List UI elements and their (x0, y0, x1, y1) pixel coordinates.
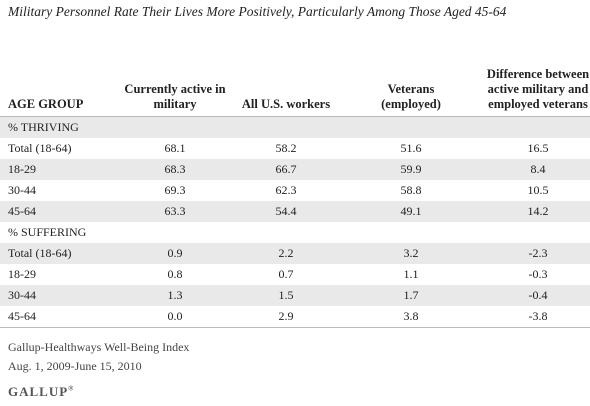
cell-value: 63.3 (164, 204, 186, 218)
row-label: Total (18-64) (8, 246, 72, 260)
source: Gallup-Healthways Well-Being Index (8, 340, 190, 354)
cell-value: 2.2 (278, 246, 294, 260)
data-row: 18-29 68.3 66.7 59.9 8.4 (0, 159, 590, 180)
row-label: 45-64 (8, 309, 36, 323)
logo: GALLUP® (8, 384, 75, 399)
data-row: 45-64 63.3 54.4 49.1 14.2 (0, 201, 590, 222)
column-header: Veterans (employed) (381, 82, 441, 111)
cell-value: -2.3 (528, 246, 548, 260)
cell-value: 58.8 (400, 183, 422, 197)
cell-value: 1.5 (278, 288, 294, 302)
cell-value: 54.4 (275, 204, 297, 218)
row-label: 18-29 (8, 267, 36, 281)
title: Military Personnel Rate Their Lives More… (8, 4, 507, 19)
data-row: 30-44 69.3 62.3 58.8 10.5 (0, 180, 590, 201)
cell-value: 14.2 (527, 204, 549, 218)
cell-value: 3.8 (403, 309, 419, 323)
cell-value: 69.3 (164, 183, 186, 197)
data-row: 45-64 0.0 2.9 3.8 -3.8 (0, 306, 590, 327)
cell-value: 10.5 (527, 183, 549, 197)
rule (0, 116, 590, 117)
cell-value: 58.2 (275, 141, 297, 155)
row-label: 18-29 (8, 162, 36, 176)
rule (0, 327, 590, 328)
cell-value: 0.9 (167, 246, 183, 260)
column-header: All U.S. workers (241, 97, 331, 111)
cell-value: -0.4 (528, 288, 548, 302)
logo-text: GALLUP (8, 384, 69, 399)
data-row: 18-29 0.8 0.7 1.1 -0.3 (0, 264, 590, 285)
cell-value: 16.5 (527, 141, 549, 155)
cell-value: 3.2 (403, 246, 419, 260)
cell-value: 49.1 (400, 204, 422, 218)
row-label: Total (18-64) (8, 141, 72, 155)
cell-value: 62.3 (275, 183, 297, 197)
cell-value: 0.8 (167, 267, 183, 281)
section-label: % THRIVING (8, 120, 79, 134)
row-label: 30-44 (8, 288, 36, 302)
data-row: Total (18-64) 68.1 58.2 51.6 16.5 (0, 138, 590, 159)
cell-value: 0.0 (167, 309, 183, 323)
cell-value: 66.7 (275, 162, 297, 176)
column-header: Currently active in military (124, 82, 226, 111)
cell-value: -3.8 (528, 309, 548, 323)
column-header: AGE GROUP (8, 97, 84, 111)
cell-value: 51.6 (400, 141, 422, 155)
row-label: 45-64 (8, 204, 36, 218)
cell-value: 0.7 (278, 267, 294, 281)
cell-value: 59.9 (400, 162, 422, 176)
cell-value: 68.1 (164, 141, 186, 155)
data-row: Total (18-64) 0.9 2.2 3.2 -2.3 (0, 243, 590, 264)
cell-value: 8.4 (530, 162, 546, 176)
section-row: % SUFFERING (0, 222, 590, 243)
section-row: % THRIVING (0, 117, 590, 138)
cell-value: 1.7 (403, 288, 419, 302)
cell-value: 2.9 (278, 309, 294, 323)
cell-value: -0.3 (528, 267, 548, 281)
dates: Aug. 1, 2009-June 15, 2010 (8, 359, 142, 373)
section-label: % SUFFERING (8, 225, 87, 239)
row-label: 30-44 (8, 183, 36, 197)
cell-value: 1.1 (403, 267, 419, 281)
column-header: Difference between active military and e… (486, 67, 590, 111)
cell-value: 1.3 (167, 288, 183, 302)
data-row: 30-44 1.3 1.5 1.7 -0.4 (0, 285, 590, 306)
cell-value: 68.3 (164, 162, 186, 176)
